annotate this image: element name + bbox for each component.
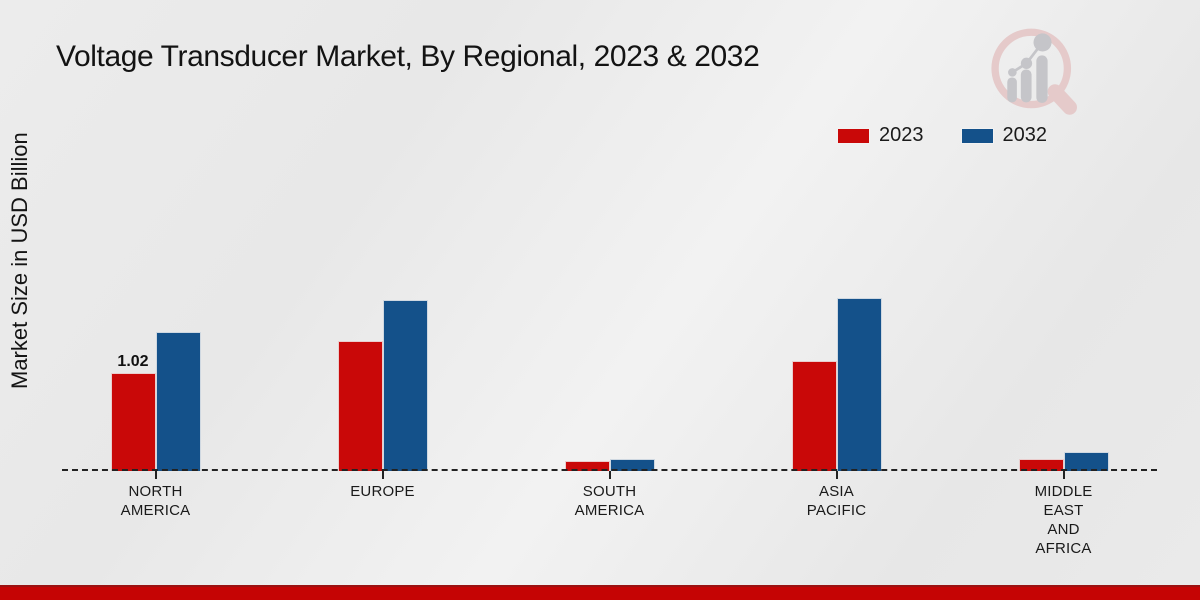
bar-value-label: 1.02 — [117, 353, 149, 371]
legend-label-2032: 2032 — [1002, 124, 1048, 146]
bar-2032-middle-east-and-africa — [1063, 452, 1109, 471]
chart-title: Voltage Transducer Market, By Regional, … — [56, 40, 760, 73]
legend-swatch-2032 — [960, 127, 994, 144]
legend-item-2032: 2032 — [960, 124, 1048, 147]
bar-2023-middle-east-and-africa — [1018, 459, 1064, 471]
bar-2032-europe — [382, 300, 428, 471]
mrfr-logo-watermark — [977, 17, 1090, 130]
x-axis-tick-europe — [381, 471, 384, 479]
bar-2023-south-america — [564, 461, 610, 471]
x-axis-category-label-europe: EUROPE — [350, 483, 415, 500]
x-axis-tick-asia-pacific — [835, 471, 838, 479]
x-axis-category-label-asia-pacific: ASIA PACIFIC — [806, 483, 867, 519]
bar-2032-south-america — [609, 459, 655, 471]
bar-2023-asia-pacific — [791, 361, 837, 471]
legend: 2023 2032 — [837, 124, 1047, 147]
bar-2032-north-america — [155, 332, 201, 471]
x-axis-baseline — [62, 469, 1157, 471]
bar-2023-europe — [337, 341, 383, 471]
legend-label-2023: 2023 — [879, 124, 924, 146]
x-axis-category-label-south-america: SOUTH AMERICA — [574, 483, 645, 519]
x-axis-tick-middle-east-and-africa — [1062, 471, 1065, 479]
x-axis-category-label-north-america: NORTH AMERICA — [120, 483, 191, 519]
legend-swatch-2023 — [837, 127, 870, 144]
magnifier-bar-chart-logo-icon — [991, 28, 1078, 115]
bar-2032-asia-pacific — [836, 298, 882, 471]
legend-item-2023: 2023 — [837, 124, 924, 147]
x-axis-tick-north-america — [154, 471, 157, 479]
footer-accent-bar — [0, 585, 1200, 600]
x-axis-category-label-middle-east-and-africa: MIDDLE EAST AND AFRICA — [1034, 483, 1093, 557]
bar-2023-north-america — [110, 373, 156, 471]
x-axis-tick-south-america — [608, 471, 611, 479]
